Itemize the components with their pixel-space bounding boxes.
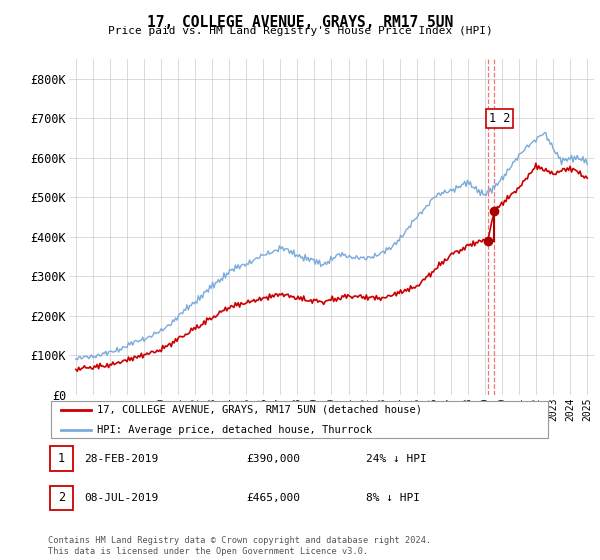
- FancyBboxPatch shape: [50, 446, 73, 471]
- FancyBboxPatch shape: [50, 486, 73, 510]
- Text: Price paid vs. HM Land Registry's House Price Index (HPI): Price paid vs. HM Land Registry's House …: [107, 26, 493, 36]
- Text: HPI: Average price, detached house, Thurrock: HPI: Average price, detached house, Thur…: [97, 425, 372, 435]
- Text: 17, COLLEGE AVENUE, GRAYS, RM17 5UN (detached house): 17, COLLEGE AVENUE, GRAYS, RM17 5UN (det…: [97, 405, 422, 415]
- FancyBboxPatch shape: [50, 401, 548, 438]
- Text: 24% ↓ HPI: 24% ↓ HPI: [366, 454, 427, 464]
- Text: £390,000: £390,000: [246, 454, 300, 464]
- Text: 1: 1: [58, 452, 65, 465]
- Text: Contains HM Land Registry data © Crown copyright and database right 2024.
This d: Contains HM Land Registry data © Crown c…: [48, 536, 431, 556]
- Text: 17, COLLEGE AVENUE, GRAYS, RM17 5UN: 17, COLLEGE AVENUE, GRAYS, RM17 5UN: [147, 15, 453, 30]
- Text: 8% ↓ HPI: 8% ↓ HPI: [366, 493, 420, 503]
- Text: 08-JUL-2019: 08-JUL-2019: [84, 493, 158, 503]
- Text: 2: 2: [58, 491, 65, 505]
- Text: 1 2: 1 2: [488, 112, 510, 125]
- Text: 28-FEB-2019: 28-FEB-2019: [84, 454, 158, 464]
- Text: £465,000: £465,000: [246, 493, 300, 503]
